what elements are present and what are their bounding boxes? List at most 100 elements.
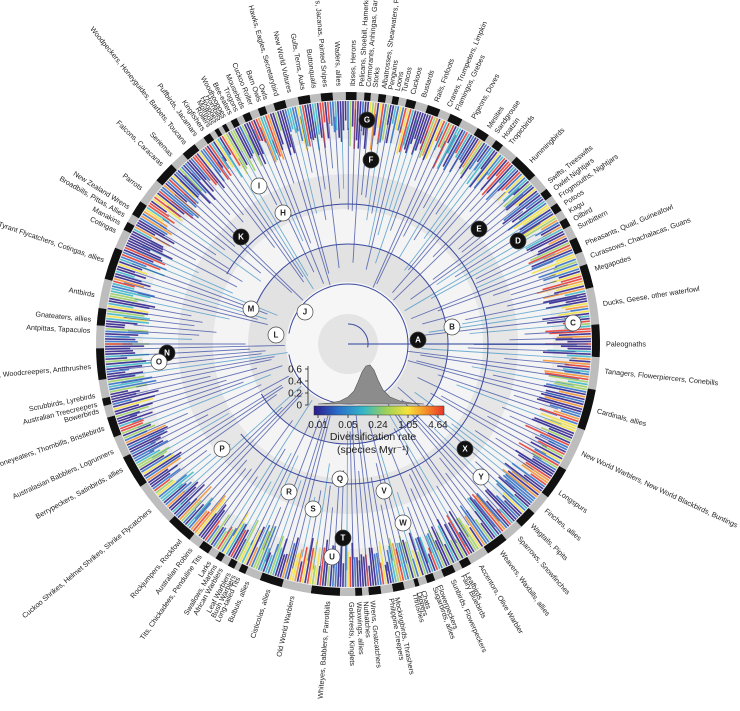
tip-rate-line [230,130,243,153]
tip-rate-line [437,525,457,563]
clade-arc [218,125,226,135]
clade-arc [123,221,135,234]
tip-rate-line [469,497,500,535]
branch [120,356,275,384]
branch [176,453,212,482]
clade-label: Gnateaters, allies [35,309,92,323]
branch [407,506,429,564]
tip-rate-line [107,374,136,381]
clade-arc [309,93,322,103]
tip-rate-line [175,501,191,517]
tip-rate-line [301,105,312,147]
tip-rate-line [269,535,285,575]
tip-rate-line [555,338,591,341]
branch [412,419,500,522]
clade-arc [98,278,113,309]
branch [414,131,436,181]
branch [307,490,322,561]
tip-rate-line [555,253,575,263]
tip-rate-line [504,479,533,504]
branch [407,350,581,373]
clade-arc [587,356,600,390]
colorbar-tick-label: 1.05 [398,420,418,431]
branch [393,428,457,544]
tip-rate-line [173,173,199,198]
tip-rate-line [148,468,169,484]
clade-arc [458,119,478,135]
tip-rate-line [131,232,164,251]
tip-rate-line [542,312,590,321]
tip-rate-line [123,249,154,263]
tip-rate-line [306,547,315,584]
tip-rate-line [111,287,151,299]
branch [217,161,305,283]
node-label: R [286,488,292,497]
tip-rate-line [192,511,210,532]
branch [501,406,561,432]
branch [492,274,556,296]
clade-label: Ovenbirds, Woodcreepers, Antthrushes [0,362,92,382]
branch [133,324,217,333]
clade-arc [249,108,261,120]
colorbar-tick-label: 0.05 [338,420,358,431]
tip-rate-line [387,545,397,583]
clade-arc [437,109,451,122]
branch [398,153,462,259]
clade-label: Antbirds [68,285,96,299]
clade-arc [225,120,235,131]
branch [469,183,496,212]
clade-arc [264,103,276,114]
branch [392,406,476,523]
tip-rate-line [131,441,156,456]
branch [159,224,229,269]
branch [388,446,432,554]
tip-rate-line [519,208,551,231]
tip-rate-line [241,124,263,167]
branch [196,167,244,223]
tip-rate-line [434,539,448,567]
branch [371,114,391,214]
clade-arc [156,164,177,186]
branch [410,212,533,300]
branch [407,172,489,271]
tip-rate-line [255,118,267,143]
branch [440,395,547,455]
tip-rate-line [342,101,345,131]
tip-rate-line [146,206,170,224]
tip-rate-line [542,277,583,291]
tip-rate-line [473,154,502,189]
tip-rate-line [301,553,309,583]
clade-label: Tanagers, Flowerpiercers, Conebills [604,366,719,387]
clade-label: Loons [393,70,406,91]
tip-rate-line [498,476,531,506]
tip-rate-line [204,146,230,181]
tip-rate-line [548,427,573,439]
clade-arc [259,572,284,588]
tip-rate-line [243,123,260,156]
clade-arc [377,93,387,103]
tip-rate-line [126,425,168,446]
tip-rate-line [398,542,410,580]
tip-rate-line [468,144,488,170]
node-label: B [449,323,455,332]
tip-rate-line [141,215,172,236]
tip-rate-line [435,120,446,142]
tip-rate-line [385,105,395,144]
tip-rate-line [165,481,192,506]
branch [161,386,284,468]
clade-arc [189,533,204,548]
branch [467,347,576,352]
branch [321,121,340,269]
tip-rate-line [337,101,341,138]
tip-rate-line [396,108,410,155]
tip-rate-line [542,359,591,366]
rate-density-curve [317,364,425,405]
node-v [375,482,393,500]
tip-rate-line [518,442,559,467]
branch [492,374,573,393]
tip-rate-line [181,499,202,522]
clade-label: Berrypeckers, Satinbirds, allies [34,465,125,521]
tip-rate-line [471,493,504,532]
tip-rate-line [157,480,176,496]
branch [341,114,345,189]
